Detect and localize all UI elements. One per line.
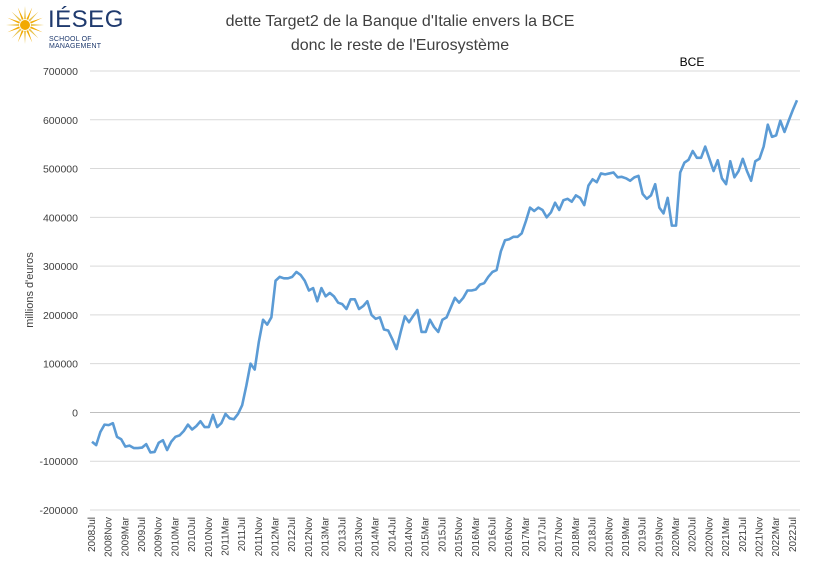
x-tick-label: 2009Nov	[154, 517, 165, 557]
logo-name: IÉSEG	[48, 6, 124, 33]
y-tick-label: 0	[72, 407, 78, 419]
y-axis-label: millions d'euros	[24, 252, 36, 328]
logo-ray	[24, 30, 26, 44]
x-tick-label: 2008Jul	[87, 517, 98, 552]
chart-title-line-1: dette Target2 de la Banque d'Italie enve…	[225, 13, 575, 30]
x-tick-label: 2014Nov	[404, 517, 415, 557]
x-tick-label: 2018Mar	[571, 516, 582, 556]
x-tick-label: 2014Jul	[387, 517, 398, 552]
x-tick-label: 2017Mar	[521, 516, 532, 556]
x-tick-label: 2010Jul	[187, 517, 198, 552]
x-tick-label: 2012Jul	[287, 517, 298, 552]
x-tick-label: 2013Jul	[337, 517, 348, 552]
logo-ray	[17, 7, 24, 20]
series-line-layer	[91, 99, 799, 454]
logo-ray	[11, 28, 22, 39]
x-tick-label: 2009Mar	[120, 516, 131, 556]
x-tick-label: 2020Mar	[671, 516, 682, 556]
x-tick-label: 2011Mar	[220, 516, 231, 555]
logo-ray	[30, 26, 43, 33]
x-tick-label: 2012Mar	[271, 516, 282, 556]
logo-ray	[28, 28, 39, 39]
logo-ray	[7, 26, 20, 33]
x-tick-label: 2021Mar	[721, 516, 732, 556]
x-tick-label: 2020Nov	[704, 517, 715, 557]
x-tick-label: 2011Jul	[237, 517, 248, 551]
x-tick-label: 2020Jul	[688, 517, 699, 552]
logo-ray	[6, 24, 20, 26]
y-tick-label: 300000	[43, 261, 78, 273]
x-tick-label: 2019Mar	[621, 516, 632, 556]
x-axis-tick-labels: 2008Jul 2008Nov 2009Mar 2009Jul 2009Nov 2010M…	[87, 516, 799, 557]
x-tick-label: 2017Nov	[554, 517, 565, 557]
x-tick-label: 2016Nov	[504, 517, 515, 557]
x-tick-label: 2022Mar	[771, 516, 782, 556]
logo-core	[20, 20, 30, 30]
x-tick-label: 2018Nov	[604, 517, 615, 557]
logo-ray	[11, 11, 22, 22]
bce-annotation: BCE	[680, 55, 705, 69]
x-tick-label: 2011Nov	[254, 517, 265, 556]
y-tick-label: 600000	[43, 115, 78, 127]
x-tick-label: 2015Mar	[421, 516, 432, 556]
logo-ray	[30, 24, 44, 26]
y-tick-label: 200000	[43, 310, 78, 322]
series-line	[91, 99, 799, 454]
x-tick-label: 2016Mar	[471, 516, 482, 556]
x-tick-label: 2012Nov	[304, 517, 315, 557]
y-axis-tick-labels: -200000 -100000 0 100000 200000 300000 400000 5…	[39, 66, 78, 517]
y-tick-label: 700000	[43, 66, 78, 78]
x-tick-label: 2015Jul	[437, 517, 448, 552]
y-tick-label: 400000	[43, 212, 78, 224]
logo-ray	[7, 17, 20, 24]
y-tick-label: 100000	[43, 359, 78, 371]
logo-ray	[28, 11, 39, 22]
logo-ray	[17, 30, 24, 43]
x-tick-label: 2018Jul	[588, 517, 599, 552]
x-tick-label: 2019Jul	[638, 517, 649, 552]
x-tick-label: 2014Mar	[371, 516, 382, 556]
x-tick-label: 2010Mar	[170, 516, 181, 556]
logo-ray	[24, 6, 26, 20]
x-tick-label: 2009Jul	[137, 517, 148, 552]
x-tick-label: 2021Nov	[754, 517, 765, 557]
x-tick-label: 2022Jul	[788, 517, 799, 552]
x-tick-label: 2013Nov	[354, 517, 365, 557]
x-tick-label: 2013Mar	[321, 516, 332, 556]
chart-title: dette Target2 de la Banque d'Italie enve…	[180, 10, 620, 58]
y-tick-label: 500000	[43, 164, 78, 176]
logo-ray	[30, 17, 43, 24]
x-tick-label: 2008Nov	[104, 517, 115, 557]
x-tick-label: 2015Nov	[454, 517, 465, 557]
logo-ray	[26, 30, 33, 43]
x-tick-label: 2017Jul	[538, 517, 549, 552]
x-tick-label: 2016Jul	[487, 517, 498, 552]
ieseg-logo: IÉSEG SCHOOL OF MANAGEMENT	[4, 4, 144, 50]
y-tick-label: -100000	[39, 456, 78, 468]
x-tick-label: 2019Nov	[654, 517, 665, 557]
chart-title-line-2: donc le reste de l'Eurosystème	[290, 37, 510, 54]
logo-ray	[26, 7, 33, 20]
gridlines	[90, 70, 800, 511]
x-tick-label: 2010Nov	[204, 517, 215, 557]
x-tick-label: 2021Jul	[738, 517, 749, 552]
y-tick-label: -200000	[39, 505, 78, 517]
logo-sunburst-icon	[6, 6, 44, 44]
logo-subtitle: SCHOOL OF MANAGEMENT	[49, 36, 102, 50]
